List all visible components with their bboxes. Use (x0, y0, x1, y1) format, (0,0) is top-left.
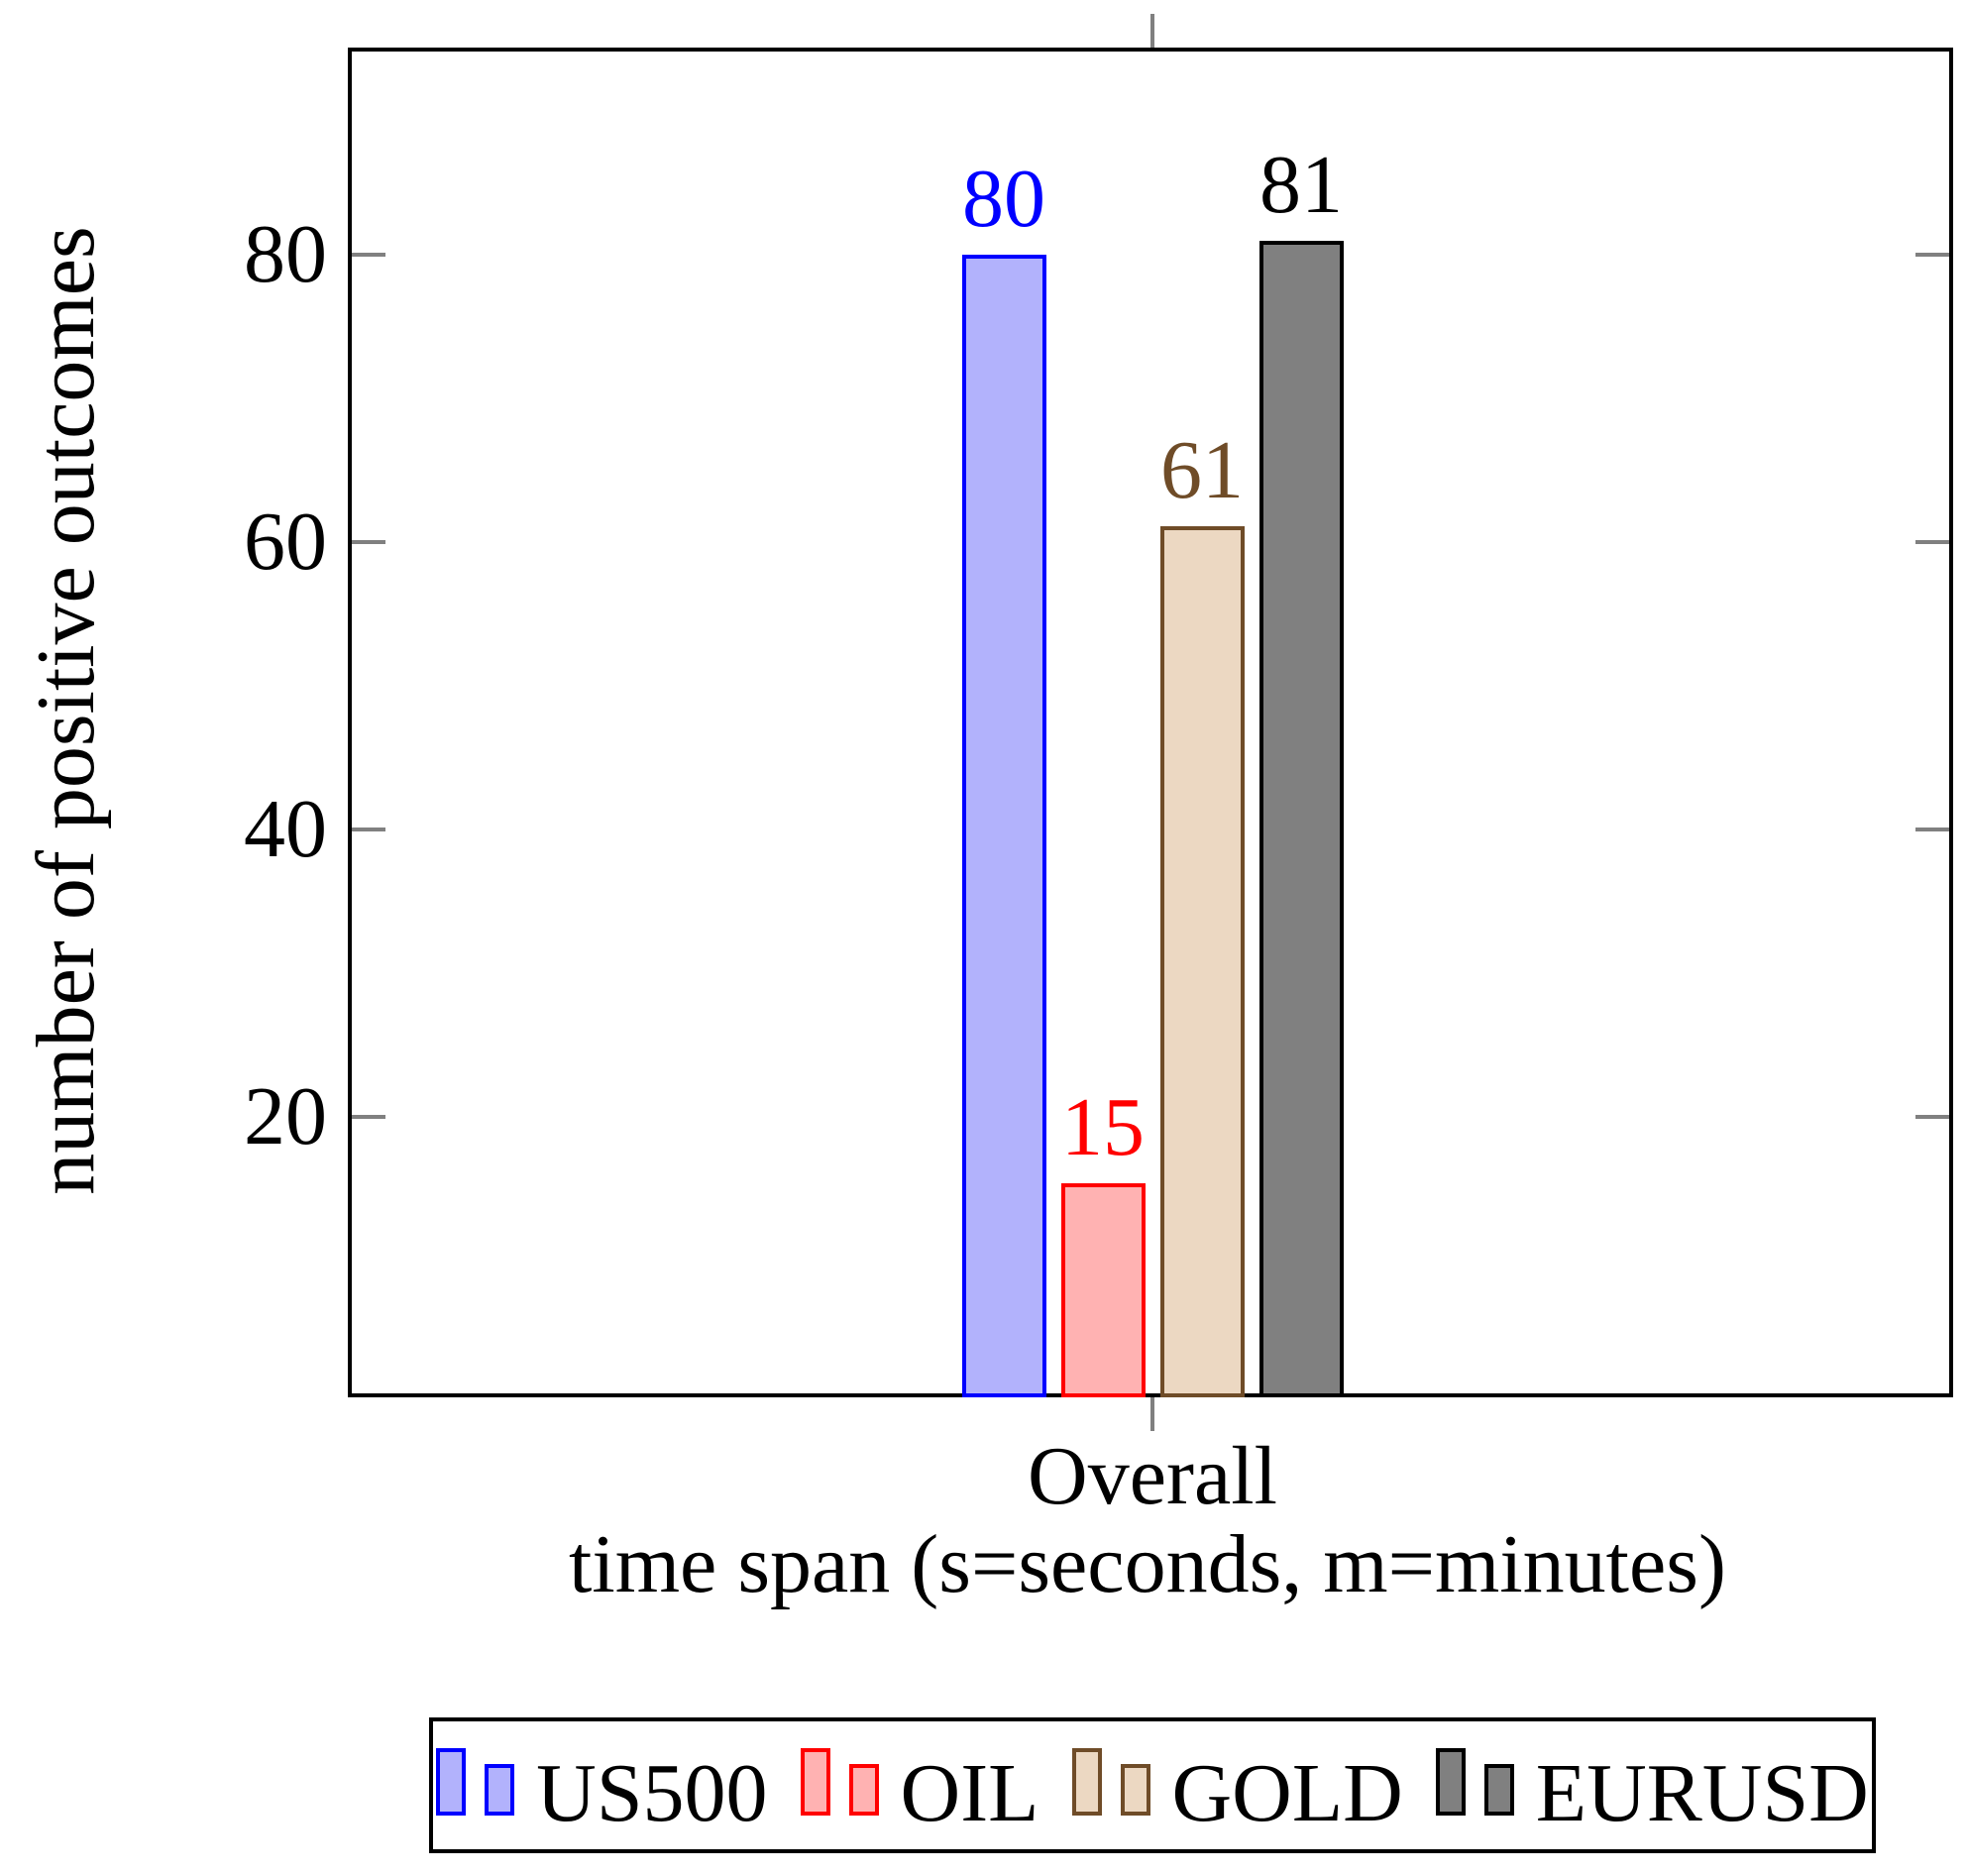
bar-value-label-us500: 80 (962, 153, 1045, 245)
legend-swatch-us500-tall (436, 1747, 467, 1816)
bar-value-label-gold: 61 (1160, 424, 1244, 516)
legend-swatch-oil-short (848, 1763, 879, 1816)
bar-eurusd (1259, 241, 1344, 1397)
x-axis-title: time span (s=seconds, m=minutes) (569, 1518, 1726, 1610)
legend-entry-eurusd: EURUSD (1435, 1747, 1869, 1834)
bar-value-label-eurusd: 81 (1259, 139, 1343, 231)
legend-label-us500: US500 (536, 1746, 768, 1839)
y-tick-label-40: 40 (244, 783, 327, 875)
y-tick-40-right (1915, 828, 1949, 831)
legend-swatch-gold-short (1120, 1763, 1150, 1816)
x-tick-overall-bottom (1150, 1397, 1154, 1431)
bar-gold (1160, 526, 1245, 1397)
y-tick-label-80: 80 (244, 208, 327, 300)
legend-swatch-us500-short (485, 1763, 515, 1816)
y-tick-80-right (1915, 253, 1949, 257)
legend-label-oil: OIL (900, 1746, 1039, 1839)
y-tick-label-60: 60 (244, 496, 327, 588)
legend-label-eurusd: EURUSD (1535, 1746, 1869, 1839)
legend-entry-us500: US500 (436, 1747, 768, 1834)
legend-box: US500 OIL GOLD EURUSD (429, 1717, 1876, 1853)
y-tick-label-20: 20 (244, 1070, 327, 1162)
y-tick-80-left (352, 253, 385, 257)
y-tick-20-left (352, 1115, 385, 1119)
legend-swatch-oil-tall (800, 1747, 830, 1816)
bar-value-label-oil: 15 (1061, 1081, 1145, 1173)
legend-label-gold: GOLD (1171, 1746, 1403, 1839)
bar-us500 (962, 255, 1046, 1397)
plot-area-border (348, 48, 1953, 1397)
legend-swatch-eurusd-short (1483, 1763, 1514, 1816)
x-tick-label-overall: Overall (1028, 1430, 1277, 1522)
legend-entry-gold: GOLD (1071, 1747, 1403, 1834)
y-tick-60-left (352, 540, 385, 544)
x-tick-overall-top (1150, 14, 1154, 48)
y-axis-title: number of positive outcomes (20, 226, 112, 1195)
legend-swatch-eurusd-tall (1435, 1747, 1466, 1816)
legend-entry-oil: OIL (800, 1747, 1039, 1834)
legend-swatch-gold-tall (1071, 1747, 1102, 1816)
y-tick-20-right (1915, 1115, 1949, 1119)
bar-oil (1061, 1183, 1146, 1397)
y-tick-40-left (352, 828, 385, 831)
y-tick-60-right (1915, 540, 1949, 544)
